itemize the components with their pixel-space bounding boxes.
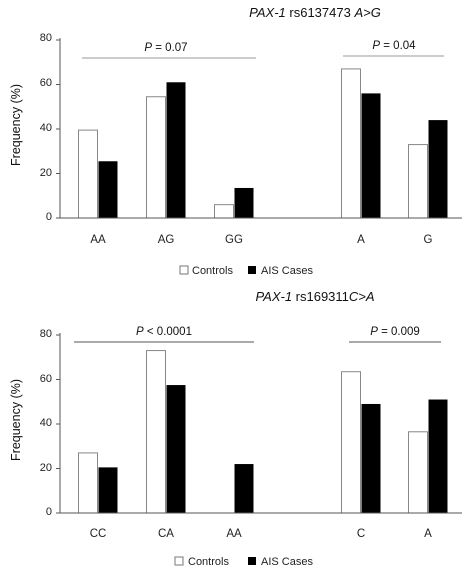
legend-label-controls: Controls <box>188 556 229 568</box>
bar-panel-1-cases-GG <box>234 187 254 218</box>
bar-panel-2-controls-CA <box>146 350 166 514</box>
panel-1: PAX-1 rs6137473 A>G Frequency (%) 0 20 4… <box>9 5 462 277</box>
panel-2-x-tick-label: C <box>357 528 365 540</box>
panel-2-p-value-genotype: P < 0.0001 <box>136 326 192 338</box>
bar-panel-1-cases-AA <box>98 161 118 218</box>
bar-panel-2-cases-C <box>361 403 381 513</box>
panel-1-p-value-allele: P = 0.04 <box>372 40 416 52</box>
bar-panel-1-controls-G <box>408 144 428 219</box>
panel-1-bars <box>78 68 448 219</box>
panel-1-y-tick-label: 40 <box>40 122 52 134</box>
panel-2-p-value-allele: P = 0.009 <box>370 326 420 338</box>
panel-1-title: PAX-1 rs6137473 A>G <box>249 5 381 20</box>
bar-panel-2-controls-A <box>408 431 428 514</box>
legend-swatch-ais-cases <box>248 266 256 274</box>
panel-1-y-tick-label: 60 <box>40 77 52 89</box>
panel-2-y-tick-label: 0 <box>46 506 52 518</box>
panel-2: PAX-1 rs169311C>A Frequency (%) 0 20 40 … <box>9 289 462 568</box>
panel-2-title: PAX-1 rs169311C>A <box>255 289 374 304</box>
bar-panel-1-controls-AA <box>78 129 98 219</box>
bar-panel-1-cases-G <box>428 120 448 218</box>
panel-1-y-axis-label: Frequency (%) <box>9 84 23 166</box>
bar-panel-1-controls-AG <box>146 96 166 219</box>
bar-panel-2-controls-CC <box>78 452 98 514</box>
legend-label-ais-cases: AIS Cases <box>261 265 313 277</box>
panel-2-p-value-annotations: P < 0.0001 P = 0.009 <box>74 326 441 343</box>
bar-panel-1-cases-A <box>361 93 381 218</box>
panel-2-y-ticks: 0 20 40 60 80 <box>40 328 60 518</box>
legend-label-controls: Controls <box>192 265 233 277</box>
bar-panel-2-cases-A <box>428 399 448 513</box>
panel-1-y-tick-label: 20 <box>40 167 52 179</box>
panel-1-x-tick-label: A <box>357 234 365 246</box>
bar-panel-2-cases-CC <box>98 467 118 513</box>
legend-label-ais-cases: AIS Cases <box>261 556 313 568</box>
panel-1-p-value-genotype: P = 0.07 <box>144 42 187 54</box>
panel-2-y-axis-label: Frequency (%) <box>9 379 23 461</box>
panel-1-y-tick-label: 80 <box>40 32 52 44</box>
bar-panel-2-cases-AA <box>234 464 254 513</box>
panel-1-legend: Controls AIS Cases <box>179 265 313 277</box>
panel-2-x-tick-label: AA <box>226 528 242 540</box>
panel-2-x-tick-label: CC <box>90 528 107 540</box>
panel-1-x-tick-label: AA <box>90 234 106 246</box>
panel-2-x-tick-label: CA <box>158 528 174 540</box>
panel-2-legend: Controls AIS Cases <box>174 556 313 568</box>
panel-2-x-ticks: CC CA AA C A <box>90 528 432 540</box>
bar-panel-1-controls-A <box>341 68 361 219</box>
panel-2-y-tick-label: 40 <box>40 417 52 429</box>
panel-1-x-tick-label: GG <box>225 234 243 246</box>
bar-panel-2-controls-C <box>341 371 361 514</box>
panel-1-y-ticks: 0 20 40 60 80 <box>40 32 60 223</box>
panel-2-y-tick-label: 20 <box>40 462 52 474</box>
bar-panel-1-controls-GG <box>214 204 234 219</box>
panel-2-y-tick-label: 60 <box>40 373 52 385</box>
panel-1-x-ticks: AA AG GG A G <box>90 234 432 246</box>
panel-1-x-tick-label: G <box>424 234 433 246</box>
legend-swatch-controls <box>179 265 189 275</box>
bar-panel-2-cases-CA <box>166 385 186 513</box>
panel-2-y-tick-label: 80 <box>40 328 52 340</box>
panel-1-y-tick-label: 0 <box>46 211 52 223</box>
bar-panel-1-cases-AG <box>166 82 186 219</box>
legend-swatch-controls <box>174 556 184 566</box>
panel-1-p-value-annotations: P = 0.07 P = 0.04 <box>82 40 444 59</box>
panel-2-x-tick-label: A <box>424 528 432 540</box>
panel-1-x-tick-label: AG <box>158 234 175 246</box>
panel-2-bars <box>78 350 448 514</box>
legend-swatch-ais-cases <box>248 557 256 565</box>
